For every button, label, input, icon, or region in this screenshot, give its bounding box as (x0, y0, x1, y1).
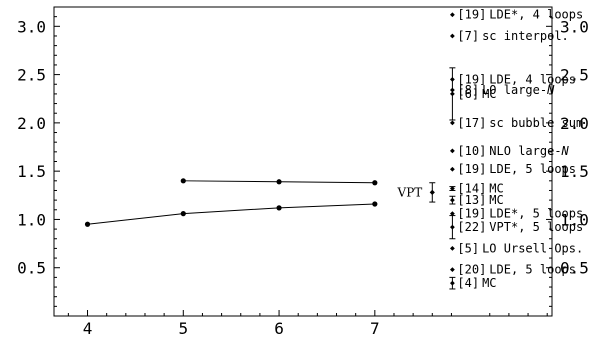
series-1-point (372, 180, 378, 186)
annotation-text: LDE, 5 loops (489, 263, 576, 277)
annotation-point-15 (450, 280, 455, 286)
annotation-label-15: [4] MC (457, 276, 496, 290)
y-tick-label-left: 1.5 (17, 162, 46, 181)
y-tick-label-right: 3.0 (560, 17, 589, 36)
annotation-labels: VPT[19] LDE*, 4 loops[7] sc interpol.[19] L… (397, 8, 584, 290)
annotation-text: sc bubble sum (489, 116, 583, 130)
annotation-label-11: [19] LDE*, 5 loops (457, 207, 583, 221)
annotation-ref: [13] (457, 193, 486, 207)
annotation-point-1 (450, 12, 455, 18)
annotation-ref: [22] (457, 220, 486, 234)
annotation-ref: [4] (457, 276, 479, 290)
annotation-label-8: [19] LDE, 5 loops (457, 162, 576, 176)
annotation-ref: [5] (457, 241, 479, 255)
annotation-point-8 (450, 166, 455, 172)
annotation-italic: N (546, 83, 555, 97)
annotation-point-2 (450, 33, 455, 39)
annotation-point-10 (450, 197, 455, 203)
annotation-label-14: [20] LDE, 5 loops (457, 263, 576, 277)
annotation-text: sc interpol. (482, 29, 569, 43)
x-tick-label: 6 (274, 319, 284, 337)
annotation-point-11 (450, 211, 455, 217)
y-tick-label-right: 1.5 (560, 162, 589, 181)
y-tick-label-right: 1.0 (560, 210, 589, 229)
y-tick-label-right: 0.5 (560, 259, 589, 278)
annotation-point-14 (450, 267, 455, 273)
annotation-point-13 (450, 246, 455, 251)
annotation-text: NLO large- (489, 144, 561, 158)
annotation-label-7: [10] NLO large-N (457, 144, 569, 158)
data-marks (84, 12, 456, 290)
x-tick-label: 4 (83, 319, 93, 337)
annotation-point-6 (450, 120, 455, 126)
series-lines (87, 180, 375, 225)
series-line-2 (87, 203, 375, 225)
annotation-ref: [19] (457, 162, 486, 176)
annotation-text: VPT*, 5 loops (489, 220, 583, 234)
series-1-point (276, 179, 282, 185)
series-2-point (84, 221, 91, 227)
series-1-point (180, 178, 186, 184)
annotation-label-13: [5] LO Ursell Ops. (457, 241, 583, 255)
annotation-ref: [6] (457, 87, 479, 101)
annotation-text: MC (482, 87, 496, 101)
annotation-label-1: [19] LDE*, 4 loops (457, 8, 583, 22)
annotation-ref: [8] (457, 83, 479, 97)
y-tick-label-left: 2.5 (17, 66, 46, 85)
annotation-text: MC (489, 182, 503, 196)
vpt-point (429, 189, 435, 195)
y-tick-label-right: 2.5 (560, 66, 589, 85)
series-2-point (276, 205, 282, 211)
annotation-italic: N (561, 144, 570, 158)
y-tick-label-left: 3.0 (17, 17, 46, 36)
annotation-ref: [20] (457, 263, 486, 277)
annotation-text: LDE, 5 loops (489, 162, 576, 176)
annotation-label-4: [8] LO large-N (457, 83, 555, 97)
annotation-text: LDE*, 5 loops (489, 207, 583, 221)
annotation-point-9 (450, 186, 455, 191)
x-tick-label: 5 (178, 319, 188, 337)
annotation-label-10: [13] MC (457, 193, 503, 207)
annotation-text: LO large- (482, 83, 547, 97)
annotation-ref: [10] (457, 144, 486, 158)
y-tick-label-left: 2.0 (17, 114, 46, 133)
annotation-point-5 (450, 91, 455, 97)
y-tick-label-right: 2.0 (560, 114, 589, 133)
x-tick-label: 7 (370, 319, 380, 337)
annotation-point-7 (450, 148, 455, 154)
annotation-text: MC (482, 276, 496, 290)
annotation-label-2: [7] sc interpol. (457, 29, 568, 43)
annotation-label-12: [22] VPT*, 5 loops (457, 220, 583, 234)
annotation-ref: [7] (457, 29, 479, 43)
series-2-point (372, 201, 378, 207)
annotation-label-3: [19] LDE, 4 loops (457, 72, 576, 86)
annotation-label-6: [17] sc bubble sum (457, 116, 583, 130)
annotation-text: LDE*, 4 loops (489, 8, 583, 22)
axes: 0.5 0.5 1.0 1.0 1.5 1.5 2.0 2.0 2.5 2.5 3.0 3.0 4 5 6 7 (17, 6, 589, 337)
annotation-text: LO Ursell Ops. (482, 241, 583, 255)
series-2-point (180, 211, 186, 217)
annotation-ref: [17] (457, 116, 486, 130)
annotation-text: MC (489, 193, 503, 207)
y-tick-label-left: 1.0 (17, 210, 46, 229)
vpt-label: VPT (397, 185, 423, 199)
annotation-point-12 (450, 224, 455, 230)
annotation-ref: [19] (457, 72, 486, 86)
y-tick-label-left: 0.5 (17, 259, 46, 278)
annotation-label-9: [14] MC (457, 182, 503, 196)
annotation-text: LDE, 4 loops (489, 72, 576, 86)
annotation-ref: [19] (457, 8, 486, 22)
annotation-ref: [19] (457, 207, 486, 221)
annotation-ref: [14] (457, 182, 486, 196)
annotation-label-5: [6] MC (457, 87, 496, 101)
